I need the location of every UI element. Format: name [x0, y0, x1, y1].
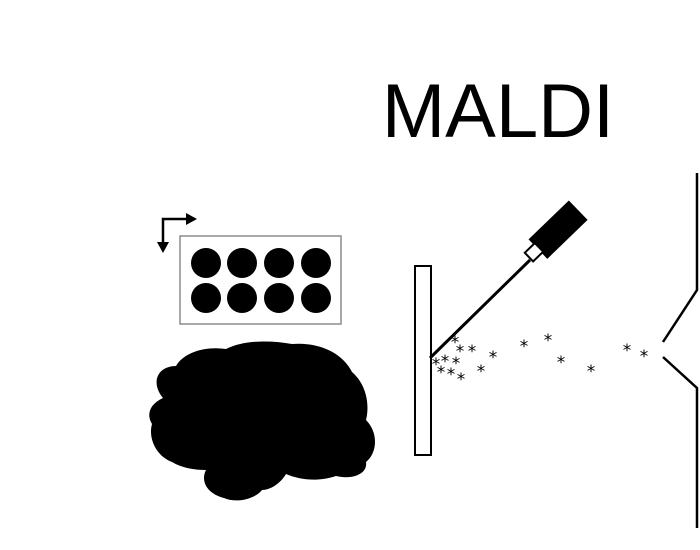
- sample-well: [191, 283, 221, 313]
- laser-icon: [428, 200, 588, 360]
- ion-particle: *: [456, 342, 465, 362]
- ion-particle: *: [640, 347, 649, 367]
- ion-particle: *: [451, 333, 460, 353]
- ion-particle: *: [477, 362, 486, 382]
- ion-particle: *: [587, 362, 596, 382]
- ion-particle: *: [489, 348, 498, 368]
- sample-well: [301, 283, 331, 313]
- ion-particle: *: [468, 342, 477, 362]
- ion-particle: *: [441, 352, 450, 372]
- corner-arrow-icon: [157, 213, 197, 253]
- sample-well: [191, 248, 221, 278]
- laser-body: [523, 200, 588, 263]
- sample-well: [227, 283, 257, 313]
- ion-particle: *: [452, 354, 461, 374]
- ion-particle: *: [623, 341, 632, 361]
- ion-plume: ** ** * ** * * *** ** ** *: [432, 331, 649, 390]
- mass-spectrometer-inlet-icon: [661, 173, 699, 528]
- ion-particle: *: [520, 337, 529, 357]
- sample-well: [301, 248, 331, 278]
- ion-particle: *: [447, 365, 456, 385]
- sample-well: [264, 248, 294, 278]
- sample-well: [264, 283, 294, 313]
- brain-silhouette-icon: [149, 341, 375, 501]
- diagram-title: MALDI: [382, 69, 614, 154]
- ion-particle: *: [544, 331, 553, 351]
- ion-particle: *: [437, 363, 446, 383]
- ion-particle: *: [557, 353, 566, 373]
- sample-plate-icon: [179, 235, 342, 325]
- ion-particle: *: [432, 355, 441, 375]
- laser-beam: [428, 258, 532, 360]
- target-slide: [414, 265, 432, 456]
- ion-particle: *: [457, 370, 466, 390]
- sample-well: [227, 248, 257, 278]
- sample-wells: [191, 248, 331, 313]
